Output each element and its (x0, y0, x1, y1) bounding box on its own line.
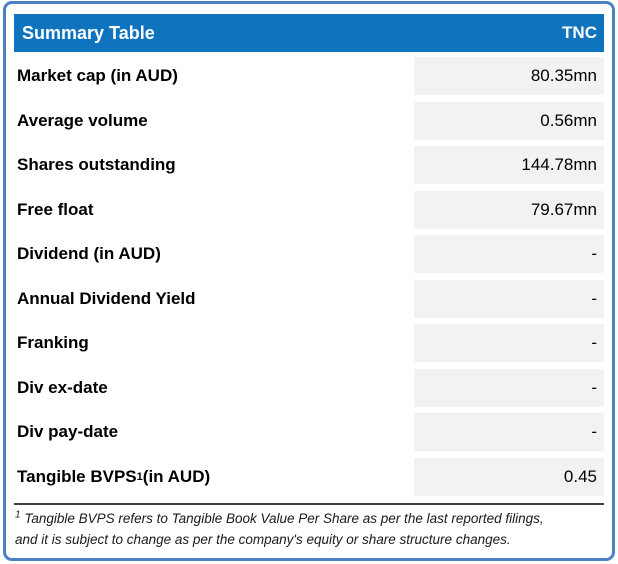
row-value-cell: - (414, 235, 604, 273)
row-value: 0.45 (563, 466, 597, 486)
footnote: 1 Tangible BVPS refers to Tangible Book … (15, 508, 604, 550)
row-label: Dividend (in AUD) (14, 235, 414, 273)
row-value: - (591, 288, 597, 308)
row-label-text: Shares outstanding (17, 155, 176, 174)
row-label-text: Dividend (in AUD) (17, 244, 161, 263)
row-value-cell: 80.35mn (414, 57, 604, 95)
row-value-cell: 0.45 (414, 457, 604, 496)
row-label-text: Tangible BVPS (17, 466, 137, 486)
row-value: - (591, 422, 597, 441)
row-label: Franking (14, 324, 414, 362)
row-value: - (591, 244, 597, 263)
row-value: 80.35mn (530, 66, 597, 85)
table-row-div-pay-date: Div pay-date - (14, 413, 604, 451)
row-label: Shares outstanding (14, 146, 414, 184)
row-label: Average volume (14, 102, 414, 140)
table-row-div-ex-date: Div ex-date - (14, 368, 604, 407)
row-value-cell: 79.67mn (414, 190, 604, 229)
table-row-free-float: Free float 79.67mn (14, 190, 604, 229)
row-value-cell: - (414, 324, 604, 362)
row-value: 79.67mn (530, 199, 597, 219)
row-label-text: Market cap (in AUD) (17, 66, 178, 85)
summary-table-card: Summary Table TNC Market cap (in AUD) 80… (3, 1, 615, 561)
row-label: Annual Dividend Yield (14, 280, 414, 318)
row-label-text: Franking (17, 333, 89, 352)
table-row-average-volume: Average volume 0.56mn (14, 101, 604, 140)
footnote-line-2: and it is subject to change as per the c… (15, 531, 511, 547)
row-label-text: Annual Dividend Yield (17, 288, 196, 308)
table-row-annual-dividend-yield: Annual Dividend Yield - (14, 279, 604, 318)
row-label: Free float (14, 191, 414, 229)
row-value-cell: - (414, 368, 604, 407)
ticker-symbol: TNC (562, 23, 597, 42)
footnote-text-1: Tangible BVPS refers to Tangible Book Va… (24, 510, 544, 526)
row-label-suffix: (in AUD) (142, 466, 211, 486)
row-label-text: Div pay-date (17, 422, 119, 441)
footnote-divider (14, 502, 604, 505)
table-body: Market cap (in AUD) 80.35mn Average volu… (14, 57, 604, 496)
row-value-cell: 0.56mn (414, 101, 604, 140)
row-label-text: Average volume (17, 110, 148, 130)
table-header-bar: Summary Table TNC (14, 14, 604, 52)
footnote-sup: 1 (15, 509, 21, 520)
row-value-cell: 144.78mn (414, 146, 604, 184)
row-value: - (591, 333, 597, 352)
table-row-market-cap: Market cap (in AUD) 80.35mn (14, 57, 604, 95)
row-label-text: Div ex-date (17, 377, 108, 397)
table-row-tangible-bvps: Tangible BVPS 1 (in AUD) 0.45 (14, 457, 604, 496)
table-row-franking: Franking - (14, 324, 604, 362)
table-row-dividend: Dividend (in AUD) - (14, 235, 604, 273)
row-value-cell: - (414, 413, 604, 451)
row-value: 144.78mn (521, 155, 597, 174)
row-value: - (591, 377, 597, 397)
row-label: Div pay-date (14, 413, 414, 451)
table-row-shares-outstanding: Shares outstanding 144.78mn (14, 146, 604, 184)
row-value-cell: - (414, 279, 604, 318)
row-label: Market cap (in AUD) (14, 57, 414, 95)
row-label: Div ex-date (14, 369, 414, 407)
row-label-text: Free float (17, 199, 94, 219)
table-title: Summary Table (22, 22, 155, 43)
footnote-line-1: 1 Tangible BVPS refers to Tangible Book … (15, 508, 604, 529)
row-label: Tangible BVPS 1 (in AUD) (17, 466, 211, 486)
row-value: 0.56mn (540, 110, 597, 130)
